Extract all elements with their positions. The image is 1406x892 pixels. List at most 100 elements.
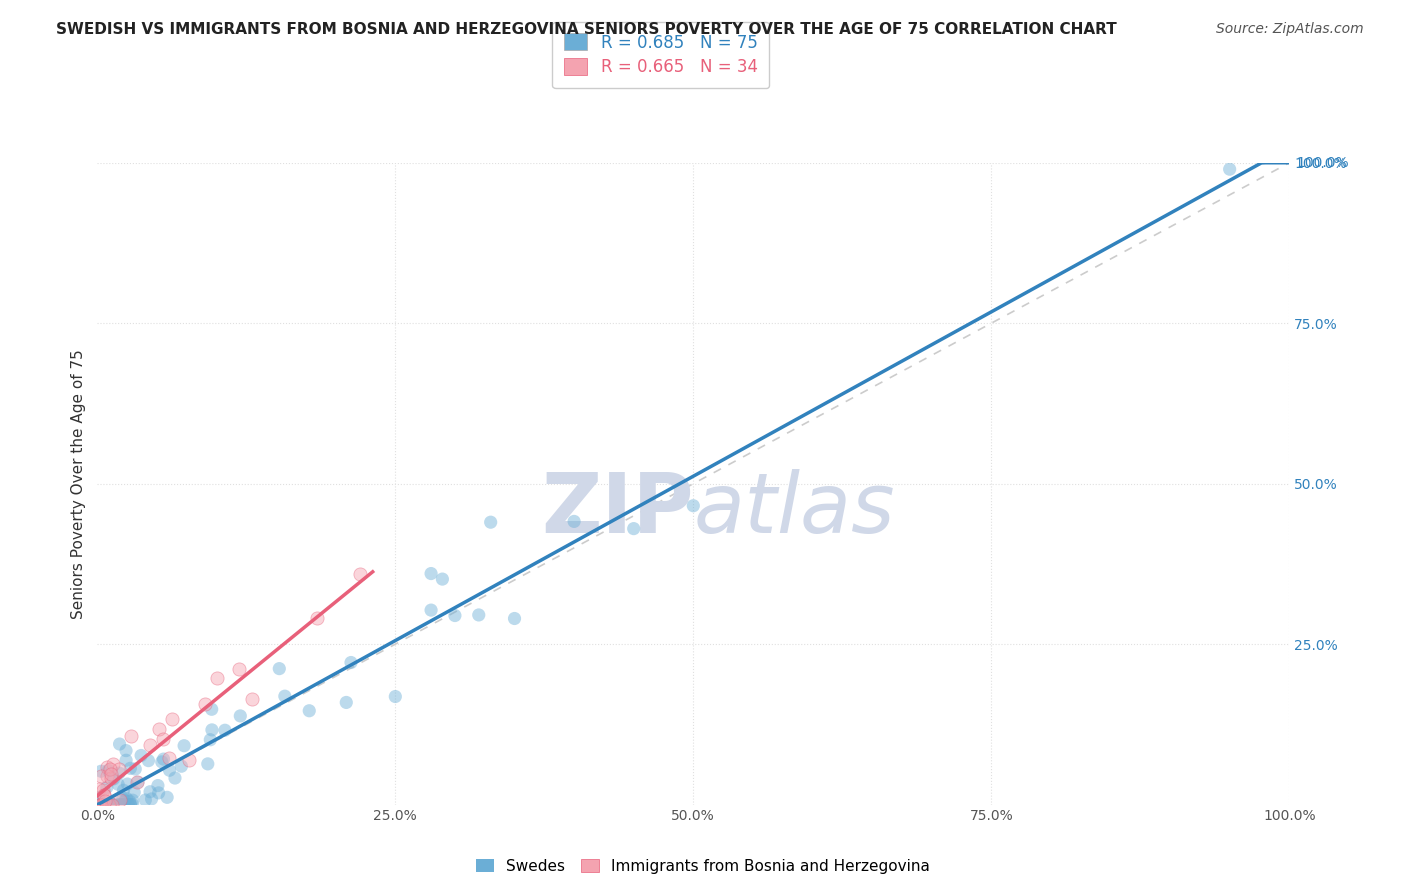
Point [98, 797, 121, 812]
Point [107, 777, 129, 791]
Point [97, 764, 120, 778]
Point [110, 797, 132, 812]
Point [112, 797, 135, 812]
Point [121, 793, 143, 807]
Legend: Swedes, Immigrants from Bosnia and Herzegovina: Swedes, Immigrants from Bosnia and Herze… [470, 853, 936, 880]
Point [170, 759, 193, 773]
Point [129, 748, 152, 763]
Point [127, 774, 149, 789]
Point [152, 732, 174, 747]
Point [90, 764, 112, 779]
Point [340, 656, 363, 670]
Point [201, 702, 224, 716]
Point [205, 671, 228, 685]
Point [89, 797, 111, 812]
Point [117, 797, 139, 812]
Point [87, 797, 110, 812]
Point [124, 762, 146, 776]
Point [120, 729, 142, 743]
Point [420, 566, 443, 581]
Point [444, 608, 467, 623]
Point [197, 756, 219, 771]
Point [94, 794, 117, 808]
Point [108, 766, 131, 780]
Point [139, 738, 162, 752]
Point [623, 522, 645, 536]
Point [120, 761, 142, 775]
Point [148, 723, 170, 737]
Point [384, 690, 406, 704]
Point [87, 797, 110, 812]
Point [420, 603, 443, 617]
Point [114, 794, 136, 808]
Point [97, 797, 120, 812]
Point [115, 743, 138, 757]
Point [118, 794, 141, 808]
Point [127, 775, 149, 789]
Point [100, 767, 122, 781]
Point [141, 792, 163, 806]
Point [96, 760, 118, 774]
Point [111, 791, 134, 805]
Point [108, 737, 131, 751]
Point [91, 783, 114, 797]
Point [111, 797, 134, 812]
Text: atlas: atlas [693, 469, 896, 549]
Point [479, 515, 502, 529]
Point [214, 723, 236, 738]
Point [159, 764, 181, 778]
Point [120, 797, 142, 812]
Point [139, 785, 162, 799]
Text: SWEDISH VS IMMIGRANTS FROM BOSNIA AND HERZEGOVINA SENIORS POVERTY OVER THE AGE O: SWEDISH VS IMMIGRANTS FROM BOSNIA AND HE… [56, 22, 1116, 37]
Point [97, 797, 120, 812]
Point [349, 566, 371, 581]
Point [298, 704, 321, 718]
Point [201, 723, 224, 737]
Point [157, 751, 180, 765]
Point [152, 752, 174, 766]
Point [562, 515, 585, 529]
Point [96, 780, 118, 795]
Point [108, 793, 131, 807]
Point [93, 797, 115, 812]
Point [121, 797, 143, 812]
Point [269, 662, 291, 676]
Point [228, 662, 250, 676]
Point [104, 797, 127, 812]
Point [91, 797, 114, 812]
Point [146, 779, 169, 793]
Point [90, 797, 112, 811]
Point [120, 797, 142, 812]
Point [138, 754, 160, 768]
Point [274, 689, 297, 703]
Point [90, 797, 112, 812]
Point [101, 797, 124, 812]
Point [100, 771, 122, 785]
Point [93, 788, 115, 802]
Point [156, 790, 179, 805]
Point [108, 797, 131, 812]
Point [100, 797, 122, 812]
Point [1219, 162, 1241, 177]
Point [117, 777, 139, 791]
Point [134, 793, 156, 807]
Point [112, 783, 135, 797]
Point [101, 797, 124, 812]
Point [93, 788, 115, 802]
Point [194, 697, 217, 711]
Point [682, 499, 704, 513]
Point [200, 732, 222, 747]
Point [90, 797, 112, 812]
Point [468, 607, 491, 622]
Y-axis label: Seniors Poverty Over the Age of 75: Seniors Poverty Over the Age of 75 [72, 349, 86, 618]
Point [240, 692, 263, 706]
Point [96, 769, 118, 783]
Point [150, 755, 173, 769]
Point [122, 785, 145, 799]
Text: 100.0%: 100.0% [1296, 156, 1348, 169]
Point [100, 762, 122, 776]
Point [173, 739, 195, 753]
Point [307, 611, 329, 625]
Point [503, 611, 526, 625]
Point [432, 572, 454, 586]
